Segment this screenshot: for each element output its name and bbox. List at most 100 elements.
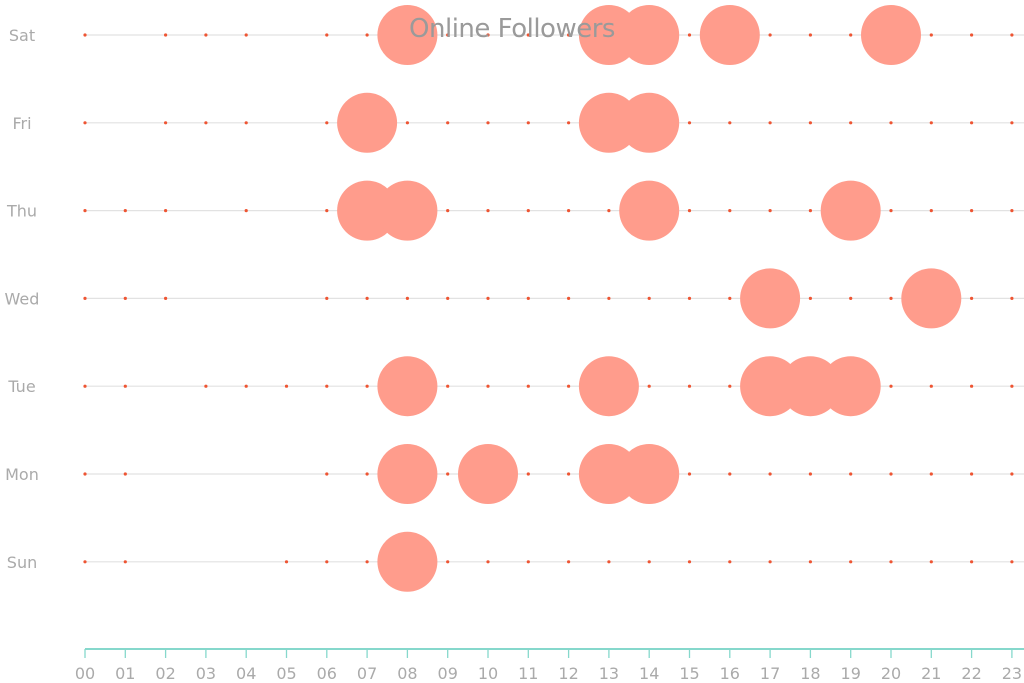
x-tick-label: 14 bbox=[639, 664, 659, 683]
data-point-small bbox=[204, 384, 208, 388]
data-point-small bbox=[405, 121, 409, 125]
data-point-small bbox=[970, 472, 974, 476]
data-point-small bbox=[970, 33, 974, 37]
x-tick-label: 05 bbox=[276, 664, 296, 683]
data-point-small bbox=[1010, 560, 1014, 564]
x-tick-label: 21 bbox=[921, 664, 941, 683]
data-point-small bbox=[164, 121, 168, 125]
data-point-small bbox=[607, 560, 611, 564]
data-point-large bbox=[337, 92, 398, 153]
data-point-small bbox=[446, 384, 450, 388]
data-point-small bbox=[325, 560, 329, 564]
x-tick-label: 11 bbox=[518, 664, 538, 683]
data-point-small bbox=[849, 121, 853, 125]
data-point-small bbox=[123, 209, 127, 213]
data-point-small bbox=[808, 209, 813, 213]
data-point-small bbox=[123, 296, 127, 300]
data-point-small bbox=[607, 209, 611, 213]
data-point-small bbox=[849, 472, 853, 476]
data-point-small bbox=[486, 209, 490, 213]
data-point-small bbox=[849, 560, 853, 564]
data-point-small bbox=[83, 560, 87, 564]
data-point-large bbox=[578, 356, 639, 417]
x-tick-label: 01 bbox=[115, 664, 135, 683]
data-point-small bbox=[83, 33, 87, 37]
data-point-small bbox=[204, 33, 208, 37]
data-point-small bbox=[687, 472, 692, 476]
data-point-large bbox=[458, 444, 518, 504]
y-tick-label: Sat bbox=[9, 26, 35, 45]
x-tick-label: 06 bbox=[317, 664, 337, 683]
y-tick-label: Wed bbox=[5, 289, 40, 308]
data-point-small bbox=[325, 384, 329, 388]
data-point-small bbox=[808, 33, 813, 37]
data-point-small bbox=[728, 209, 732, 213]
data-point-small bbox=[728, 472, 732, 476]
data-point-small bbox=[204, 121, 208, 125]
data-point-small bbox=[768, 472, 772, 476]
data-point-large bbox=[619, 444, 680, 504]
data-point-small bbox=[647, 384, 651, 388]
data-point-small bbox=[567, 121, 571, 125]
data-point-small bbox=[567, 209, 571, 213]
x-tick-label: 22 bbox=[961, 664, 981, 683]
x-tick-label: 10 bbox=[478, 664, 498, 683]
data-point-large bbox=[377, 5, 438, 65]
data-point-small bbox=[446, 33, 450, 37]
data-point-small bbox=[83, 209, 87, 213]
data-point-small bbox=[365, 472, 369, 476]
y-tick-label: Mon bbox=[5, 465, 39, 484]
x-tick-label: 08 bbox=[397, 664, 417, 683]
y-tick-label: Thu bbox=[6, 202, 37, 221]
x-tick-label: 07 bbox=[357, 664, 377, 683]
data-point-small bbox=[486, 384, 490, 388]
data-point-small bbox=[365, 296, 369, 300]
data-point-small bbox=[284, 560, 289, 564]
data-point-large bbox=[619, 5, 680, 65]
data-point-small bbox=[687, 209, 692, 213]
data-point-small bbox=[687, 560, 692, 564]
x-tick-label: 09 bbox=[438, 664, 458, 683]
data-point-small bbox=[526, 209, 530, 213]
x-tick-label: 04 bbox=[236, 664, 256, 683]
data-point-small bbox=[486, 121, 490, 125]
data-point-small bbox=[889, 121, 893, 125]
data-point-small bbox=[970, 384, 974, 388]
data-point-small bbox=[889, 209, 893, 213]
y-tick-label: Sun bbox=[7, 553, 37, 572]
data-point-small bbox=[768, 209, 772, 213]
x-tick-label: 18 bbox=[800, 664, 820, 683]
y-tick-label: Tue bbox=[7, 377, 35, 396]
x-tick-label: 20 bbox=[881, 664, 901, 683]
data-point-small bbox=[687, 384, 692, 388]
data-point-small bbox=[325, 472, 329, 476]
y-tick-label: Fri bbox=[12, 114, 31, 133]
data-point-small bbox=[1010, 33, 1014, 37]
x-tick-label: 17 bbox=[760, 664, 780, 683]
data-point-small bbox=[889, 296, 893, 300]
data-point-small bbox=[687, 121, 692, 125]
data-point-small bbox=[970, 560, 974, 564]
data-point-large bbox=[820, 356, 881, 417]
data-point-small bbox=[768, 33, 772, 37]
data-point-small bbox=[929, 472, 933, 476]
data-point-small bbox=[486, 33, 490, 37]
data-point-small bbox=[123, 472, 127, 476]
data-point-small bbox=[244, 384, 248, 388]
data-point-small bbox=[83, 472, 87, 476]
data-point-small bbox=[808, 296, 813, 300]
data-point-small bbox=[526, 121, 530, 125]
data-point-small bbox=[526, 472, 530, 476]
data-point-small bbox=[607, 296, 611, 300]
data-point-small bbox=[83, 384, 87, 388]
data-point-small bbox=[164, 33, 168, 37]
data-point-small bbox=[325, 121, 329, 125]
data-point-small bbox=[970, 121, 974, 125]
data-point-small bbox=[325, 209, 329, 213]
data-point-small bbox=[1010, 209, 1014, 213]
data-point-small bbox=[325, 296, 329, 300]
x-tick-label: 23 bbox=[1002, 664, 1022, 683]
data-point-small bbox=[889, 560, 893, 564]
data-point-large bbox=[377, 180, 438, 241]
